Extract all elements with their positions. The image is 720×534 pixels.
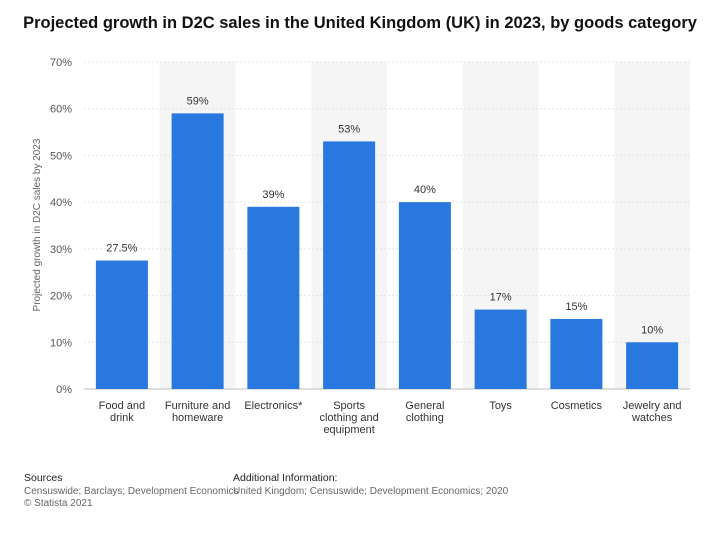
data-label: 39%	[262, 189, 284, 201]
y-tick-label: 10%	[50, 337, 72, 349]
data-label: 59%	[187, 95, 209, 107]
chart-title: Projected growth in D2C sales in the Uni…	[23, 14, 697, 32]
y-tick-label: 60%	[50, 104, 72, 116]
sources-text: Censuswide; Barclays; Development Econom…	[24, 486, 239, 497]
bar	[95, 260, 148, 389]
y-tick-label: 40%	[50, 197, 72, 209]
sources-heading: Sources	[24, 472, 63, 484]
sources-block: Sources Censuswide; Barclays; Developmen…	[24, 472, 239, 510]
bar	[626, 342, 679, 389]
x-tick-label: Jewelry and watches	[623, 400, 682, 424]
x-axis-labels: Food and drink Furniture and homeware Electr…	[99, 400, 682, 436]
data-label: 10%	[641, 324, 663, 336]
data-label: 40%	[414, 184, 436, 196]
y-tick-label: 30%	[50, 244, 72, 256]
x-tick-label: Food and drink	[99, 400, 145, 424]
x-tick-label: Toys	[489, 400, 512, 412]
bar	[247, 206, 300, 389]
data-label: 15%	[565, 301, 587, 313]
y-axis-ticks: 0% 10% 20% 30% 40% 50% 60% 70%	[50, 57, 72, 396]
copyright: © Statista 2021	[24, 498, 93, 509]
bar	[398, 202, 451, 389]
bar	[474, 309, 527, 389]
y-tick-label: 70%	[50, 57, 72, 69]
y-tick-label: 20%	[50, 291, 72, 303]
category-band	[614, 62, 690, 389]
bar	[171, 113, 224, 389]
data-label: 53%	[338, 123, 360, 135]
x-tick-label: General clothing	[405, 400, 444, 424]
bars	[95, 113, 679, 389]
additional-text: United Kingdom; Censuswide; Development …	[233, 486, 509, 497]
data-labels: 27.5% 59% 39% 53% 40% 17% 15% 10%	[106, 95, 663, 336]
y-axis-label: Projected growth in D2C sales by 2023	[32, 138, 43, 311]
data-label: 27.5%	[106, 243, 137, 255]
x-tick-label: Cosmetics	[551, 400, 603, 412]
bar	[550, 318, 603, 389]
bar	[323, 141, 376, 389]
x-tick-label: Furniture and homeware	[165, 400, 230, 424]
data-label: 17%	[490, 292, 512, 304]
additional-heading: Additional Information:	[233, 472, 338, 484]
y-tick-label: 0%	[56, 384, 72, 396]
x-tick-label: Sports clothing and equipment	[319, 400, 378, 436]
additional-info-block: Additional Information: United Kingdom; …	[233, 472, 508, 498]
x-tick-label: Electronics*	[244, 400, 303, 412]
y-tick-label: 50%	[50, 150, 72, 162]
